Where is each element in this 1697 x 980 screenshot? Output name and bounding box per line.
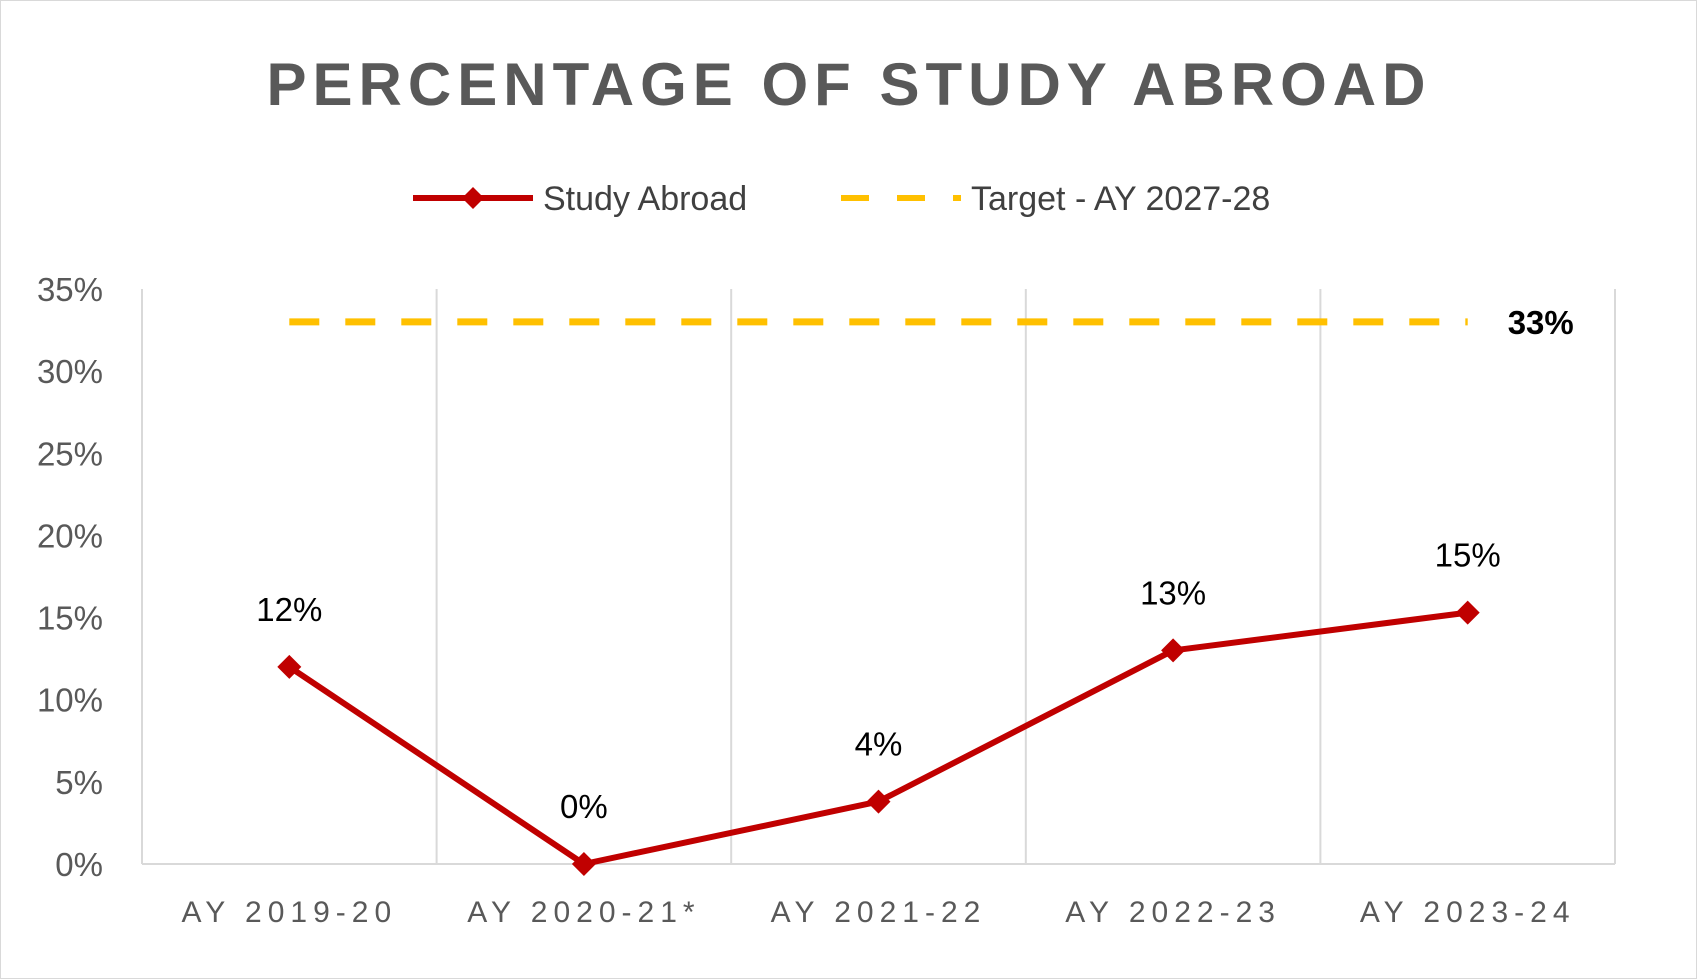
x-tick-label: AY 2019-20: [181, 896, 397, 929]
study-abroad-marker: [277, 654, 302, 679]
y-tick-label: 30%: [37, 353, 103, 390]
study-abroad-data-label: 4%: [855, 726, 903, 763]
x-tick-label: AY 2021-22: [771, 896, 987, 929]
study-abroad-marker: [1455, 600, 1480, 625]
study-abroad-series: [277, 600, 1480, 876]
y-tick-label: 35%: [37, 271, 103, 308]
y-tick-label: 10%: [37, 682, 103, 719]
study-abroad-data-label: 0%: [560, 788, 608, 825]
legend-study-abroad-marker: [462, 187, 484, 209]
y-tick-label: 5%: [55, 764, 103, 801]
legend: Study Abroad Target - AY 2027-28: [413, 180, 1270, 218]
target-series: 33%: [289, 304, 1574, 341]
axes: 0% 5% 10% 15% 20% 25% 30% 35% AY 2019-20 AY 2020-…: [37, 271, 1615, 929]
study-abroad-marker: [1161, 638, 1186, 663]
chart-title: PERCENTAGE OF STUDY ABROAD: [267, 51, 1432, 118]
y-tick-label: 15%: [37, 600, 103, 637]
y-tick-label: 25%: [37, 435, 103, 472]
study-abroad-marker: [571, 852, 596, 876]
x-tick-label: AY 2022-23: [1065, 896, 1281, 929]
study-abroad-data-label: 12%: [256, 591, 322, 628]
study-abroad-marker: [866, 789, 891, 814]
gridlines: [141, 289, 1616, 864]
y-tick-label: 20%: [37, 517, 103, 554]
target-data-label: 33%: [1508, 304, 1574, 341]
data-labels: 12% 0% 4% 13% 15%: [256, 537, 1500, 825]
x-tick-label: AY 2023-24: [1360, 896, 1576, 929]
study-abroad-data-label: 13%: [1140, 574, 1206, 611]
study-abroad-data-label: 15%: [1435, 537, 1501, 574]
y-tick-label: 0%: [55, 846, 103, 883]
legend-study-abroad-label: Study Abroad: [543, 180, 747, 218]
x-tick-label: AY 2020-21*: [467, 896, 700, 929]
legend-target-label: Target - AY 2027-28: [971, 180, 1270, 218]
